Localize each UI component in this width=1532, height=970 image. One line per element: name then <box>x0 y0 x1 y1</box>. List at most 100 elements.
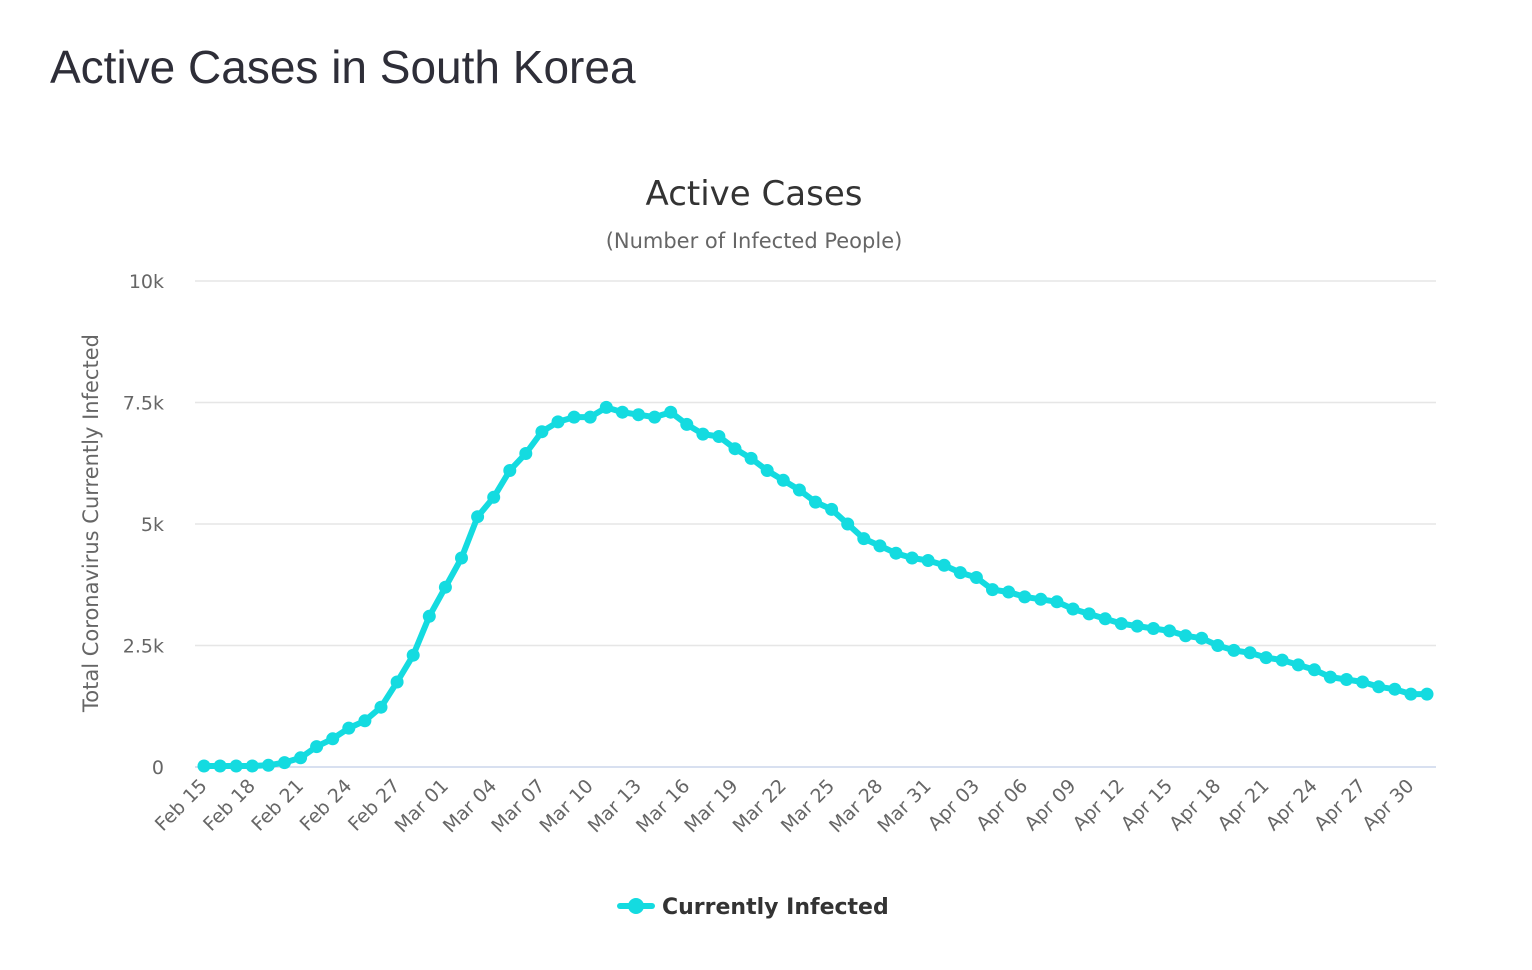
x-tick-label: Mar 28 <box>825 775 887 837</box>
data-point <box>1275 653 1289 667</box>
data-point <box>953 566 967 580</box>
data-point <box>1018 590 1032 604</box>
y-tick-label: 0 <box>152 757 164 779</box>
data-point <box>760 464 774 477</box>
x-tick-label: Apr 21 <box>1213 775 1273 835</box>
data-point <box>857 532 871 546</box>
data-point <box>422 609 436 623</box>
data-point <box>937 558 951 572</box>
data-point <box>986 583 999 597</box>
x-tick-label: Mar 19 <box>680 775 742 837</box>
data-point <box>583 410 597 424</box>
data-point <box>1372 680 1386 694</box>
x-tick-label: Feb 18 <box>199 775 260 836</box>
y-axis-title: Total Coronavirus Currently Infected <box>79 334 103 713</box>
data-point <box>213 759 227 773</box>
data-point <box>310 740 324 754</box>
data-point <box>792 483 806 497</box>
data-point <box>632 408 645 422</box>
data-point <box>1114 617 1128 631</box>
data-point <box>680 417 694 431</box>
data-point <box>197 759 211 773</box>
data-point <box>1082 607 1096 621</box>
data-point <box>1098 612 1112 626</box>
data-point <box>1050 595 1064 609</box>
x-tick-label: Apr 24 <box>1262 775 1322 835</box>
data-point <box>1323 670 1337 684</box>
data-point <box>535 425 549 439</box>
data-point <box>1034 592 1048 606</box>
data-point <box>969 571 983 584</box>
page-heading: Active Cases in South Korea <box>50 41 636 93</box>
x-tick-label: Mar 07 <box>487 775 549 837</box>
data-point <box>294 751 308 765</box>
data-point <box>825 502 839 516</box>
data-point <box>1340 673 1353 686</box>
data-point <box>1066 602 1080 616</box>
x-tick-label: Mar 01 <box>391 775 453 837</box>
data-point <box>1195 631 1209 645</box>
y-tick-label: 2.5k <box>123 636 164 658</box>
data-point <box>1388 682 1402 696</box>
data-point <box>664 405 678 419</box>
data-point <box>1404 687 1418 701</box>
x-tick-label: Mar 31 <box>873 775 935 837</box>
data-point <box>1420 687 1434 701</box>
data-point <box>229 759 243 773</box>
x-tick-label: Mar 16 <box>632 775 694 837</box>
data-point <box>390 675 404 689</box>
x-tick-label: Mar 13 <box>584 775 646 837</box>
data-point <box>1227 643 1241 657</box>
data-point <box>744 451 758 465</box>
data-point <box>1002 585 1016 599</box>
x-tick-label: Mar 22 <box>729 775 791 837</box>
data-point <box>728 442 742 456</box>
x-tick-label: Apr 27 <box>1310 775 1370 835</box>
x-tick-label: Apr 03 <box>924 775 984 835</box>
data-point <box>1130 619 1144 633</box>
data-point <box>551 415 565 429</box>
data-point <box>455 551 468 565</box>
data-point <box>1146 622 1160 635</box>
x-tick-label: Feb 15 <box>151 775 212 836</box>
series-layer <box>197 400 1434 773</box>
data-point <box>342 721 356 735</box>
data-point <box>503 464 517 477</box>
data-point <box>261 758 275 772</box>
data-point <box>278 756 291 770</box>
chart-subtitle: (Number of Infected People) <box>606 229 903 253</box>
data-point <box>245 759 259 773</box>
data-point <box>358 714 372 728</box>
data-point <box>905 551 919 565</box>
series-line-currently-infected <box>201 404 1430 769</box>
data-point <box>809 495 822 509</box>
data-point <box>1291 658 1305 672</box>
data-point <box>374 700 388 714</box>
y-tick-label: 5k <box>141 514 164 536</box>
x-tick-label: Mar 10 <box>535 775 597 837</box>
chart-title: Active Cases <box>646 174 863 214</box>
legend-series-marker <box>628 898 644 914</box>
data-point <box>1163 624 1176 638</box>
x-tick-label: Apr 15 <box>1117 775 1177 835</box>
data-point <box>712 430 726 443</box>
data-point <box>567 410 581 424</box>
y-tick-label: 10k <box>129 271 164 293</box>
data-point <box>406 648 420 662</box>
gridlines <box>195 280 1436 768</box>
data-point <box>1356 675 1370 689</box>
y-tick-label: 7.5k <box>123 393 164 415</box>
x-tick-label: Mar 25 <box>777 775 839 837</box>
data-point <box>1211 639 1225 652</box>
data-point <box>471 510 485 524</box>
x-tick-label: Apr 06 <box>972 775 1032 835</box>
data-point <box>776 473 790 487</box>
legend[interactable]: Currently Infected <box>617 895 889 920</box>
data-point <box>1259 651 1273 665</box>
data-point <box>1179 629 1193 643</box>
data-point <box>519 447 533 460</box>
data-point <box>1307 663 1321 677</box>
x-tick-label: Mar 04 <box>439 775 501 837</box>
